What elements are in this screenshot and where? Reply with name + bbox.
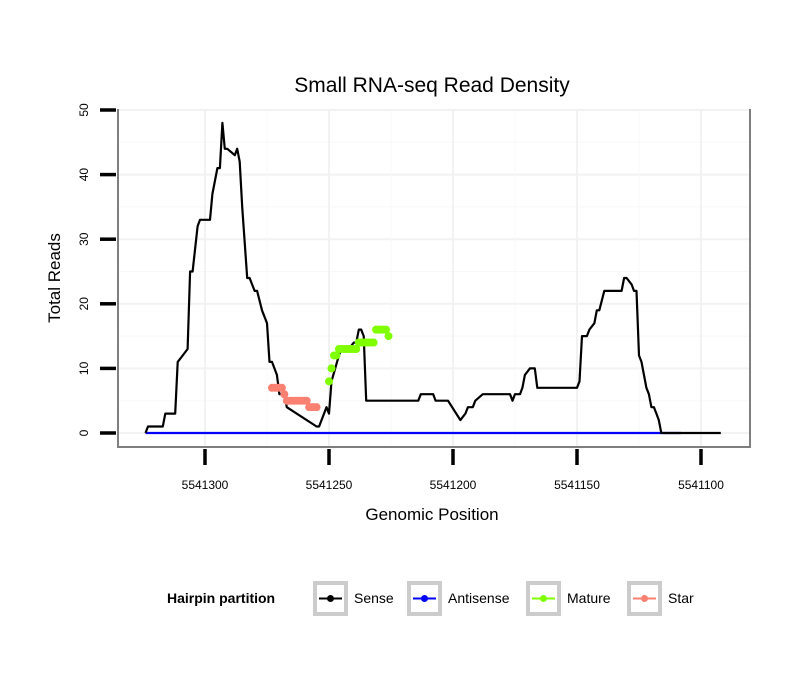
mature-point (327, 364, 336, 373)
star-point (277, 383, 286, 392)
x-tick-label: 5541150 (554, 478, 600, 492)
legend-key-point (641, 595, 648, 602)
legend-label-star: Star (668, 590, 694, 606)
legend-entry-star: Star (627, 581, 694, 616)
x-axis: 5541300 5541250 5541200 5541150 5541100 (182, 449, 724, 492)
y-tick-label: 10 (77, 361, 91, 375)
legend-key-point (540, 595, 547, 602)
legend-entry-sense: Sense (313, 581, 394, 616)
y-tick-label: 30 (77, 232, 91, 246)
sense-series-line (144, 121, 721, 435)
y-axis-title: Total Reads (45, 233, 64, 323)
star-series (267, 383, 321, 412)
y-tick-label: 50 (77, 103, 91, 117)
legend-entry-mature: Mature (526, 581, 611, 616)
y-tick-label: 40 (77, 168, 91, 182)
legend-title: Hairpin partition (167, 590, 275, 606)
x-tick-label: 5541100 (678, 478, 724, 492)
mature-point (384, 332, 393, 341)
star-point (312, 403, 321, 412)
legend-key-point (421, 595, 428, 602)
mature-point (325, 377, 333, 386)
star-point (302, 396, 311, 405)
y-tick-label: 20 (77, 297, 91, 311)
x-tick-label: 5541300 (182, 478, 229, 492)
legend-label-sense: Sense (354, 590, 394, 606)
legend-entry-antisense: Antisense (407, 581, 510, 616)
mature-series (325, 325, 393, 386)
mature-point (382, 325, 391, 334)
star-point (280, 390, 289, 399)
x-axis-title: Genomic Position (365, 505, 498, 524)
y-tick-label: 0 (77, 429, 91, 436)
mature-point (352, 345, 361, 354)
plot-panel (117, 109, 751, 448)
legend-key-point (327, 595, 334, 602)
legend: Hairpin partition Sense Antisense Mature St… (167, 581, 694, 616)
legend-label-antisense: Antisense (448, 590, 510, 606)
series-layer (144, 121, 721, 435)
chart-title: Small RNA-seq Read Density (294, 74, 570, 97)
mature-point (369, 338, 378, 347)
x-tick-label: 5541200 (430, 478, 477, 492)
legend-label-mature: Mature (567, 590, 611, 606)
x-tick-label: 5541250 (306, 478, 353, 492)
y-axis: 0 10 20 30 40 50 (77, 103, 116, 436)
mature-point (332, 351, 341, 360)
